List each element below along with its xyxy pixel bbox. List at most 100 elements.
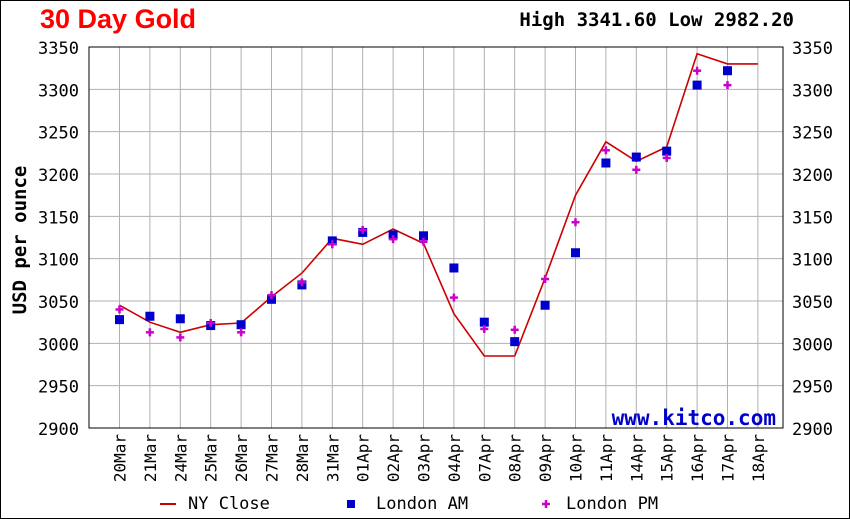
london-pm-point (510, 325, 519, 334)
london-am-point (571, 248, 580, 258)
london-pm-point (632, 165, 641, 174)
london-pm-point (571, 218, 580, 227)
london-am-point (631, 152, 641, 162)
x-tick-label: 26Mar (232, 434, 251, 483)
x-tick-label: 27Mar (263, 434, 282, 483)
y-tick-label-left: 3250 (38, 124, 79, 144)
london-pm-point (449, 293, 458, 302)
y-tick-label-left: 2950 (38, 378, 79, 398)
y-tick-label-right: 3000 (792, 335, 833, 355)
london-am-point (236, 320, 246, 330)
low-label: Low (668, 9, 703, 31)
y-tick-label-right: 3100 (792, 251, 833, 271)
x-tick-label: 10Apr (567, 434, 586, 483)
y-tick-label-left: 3300 (38, 81, 79, 101)
y-tick-label-right: 2900 (792, 420, 833, 440)
series-london-pm-points (115, 66, 732, 342)
london-am-point (449, 263, 459, 273)
x-tick-label: 09Apr (536, 434, 555, 483)
y-tick-label-right: 3200 (792, 166, 833, 186)
y-tick-label-left: 3200 (38, 166, 79, 186)
y-tick-label-left: 2900 (38, 420, 79, 440)
y-tick-label-left: 3000 (38, 335, 79, 355)
y-tick-label-right: 2950 (792, 378, 833, 398)
london-pm-point (419, 237, 428, 246)
x-tick-label: 07Apr (475, 434, 494, 483)
chart-title: 30 Day Gold (40, 4, 197, 34)
plot-area (88, 46, 784, 429)
x-tick-label: 02Apr (384, 434, 403, 483)
y-tick-label-left: 3350 (38, 39, 79, 59)
london-am-point (479, 317, 489, 327)
high-low-readout: High 3341.60 Low 2982.20 (519, 9, 794, 31)
x-tick-label: 18Apr (749, 434, 768, 483)
chart-legend: NY Close London AM London PM (160, 494, 658, 514)
y-axis-right-ticks: 2900 2950 3000 3050 3100 3150 3200 3250 3300 3350 (792, 39, 833, 440)
x-tick-label: 01Apr (354, 434, 373, 483)
x-tick-label: 31Mar (323, 434, 342, 483)
x-tick-label: 04Apr (445, 434, 464, 483)
london-am-point (175, 314, 185, 324)
series-ny-close-line (119, 52, 758, 357)
london-pm-point (206, 319, 215, 328)
y-axis-left-ticks: 2900 2950 3000 3050 3100 3150 3200 3250 3300 3350 (38, 39, 79, 440)
x-tick-label: 28Mar (293, 434, 312, 483)
x-tick-label: 25Mar (202, 434, 221, 483)
high-label: High (519, 9, 566, 31)
london-pm-point (145, 328, 154, 337)
london-pm-point (389, 235, 398, 244)
y-tick-label-right: 3350 (792, 39, 833, 59)
y-tick-label-left: 3050 (38, 293, 79, 313)
london-pm-point (328, 240, 337, 249)
london-am-point (145, 311, 155, 321)
london-pm-point (662, 153, 671, 162)
y-tick-label-right: 3150 (792, 208, 833, 228)
x-tick-label: 17Apr (719, 434, 738, 483)
x-tick-label: 11Apr (597, 434, 616, 483)
low-value: 2982.20 (713, 9, 794, 31)
legend-label-london-am: London AM (376, 494, 468, 514)
x-tick-label: 24Mar (171, 434, 190, 483)
legend-label-ny-close: NY Close (188, 494, 270, 514)
x-tick-label: 15Apr (658, 434, 677, 483)
x-axis-ticks: 20Mar 21Mar 24Mar 25Mar 26Mar 27Mar 28Mar 31Mar… (111, 434, 768, 483)
y-tick-label-right: 3250 (792, 124, 833, 144)
london-am-point (510, 337, 520, 347)
london-pm-point (297, 278, 306, 287)
chart-grid (89, 46, 783, 429)
london-am-point (419, 231, 428, 241)
y-axis-label: USD per ounce (9, 166, 31, 315)
legend-label-london-pm: London PM (566, 494, 658, 514)
y-tick-label-left: 3150 (38, 208, 79, 228)
y-tick-label-left: 3100 (38, 251, 79, 271)
x-tick-label: 08Apr (506, 434, 525, 483)
y-tick-label-right: 3300 (792, 81, 833, 101)
london-pm-point (237, 328, 246, 337)
london-pm-point (176, 333, 185, 342)
watermark-text: www.kitco.com (612, 406, 776, 430)
x-tick-label: 21Mar (141, 434, 160, 483)
london-pm-point (480, 324, 489, 333)
london-pm-point (723, 81, 732, 90)
y-tick-label-right: 3050 (792, 293, 833, 313)
london-pm-point (358, 225, 367, 234)
london-am-point (723, 66, 732, 76)
london-am-point (692, 80, 702, 90)
london-am-point (601, 158, 611, 168)
london-pm-point (541, 274, 550, 283)
legend-swatch-london-am (347, 500, 355, 508)
high-value: 3341.60 (576, 9, 657, 31)
london-am-point (388, 230, 398, 240)
london-pm-point (115, 305, 124, 314)
london-pm-point (693, 66, 702, 75)
x-tick-label: 20Mar (111, 434, 130, 483)
london-pm-point (601, 146, 610, 155)
london-am-point (115, 315, 124, 325)
x-tick-label: 03Apr (415, 434, 434, 483)
london-am-point (662, 146, 672, 156)
x-tick-label: 14Apr (627, 434, 646, 483)
london-am-point (267, 294, 276, 304)
x-tick-label: 16Apr (688, 434, 707, 483)
